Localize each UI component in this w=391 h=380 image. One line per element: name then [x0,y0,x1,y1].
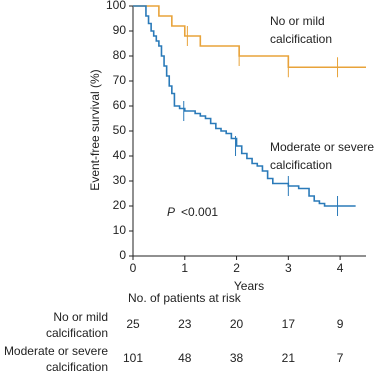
series-label: Moderate or severe [270,140,374,154]
y-tick-label: 80 [113,48,127,62]
y-tick-label: 0 [119,248,126,262]
y-tick-label: 40 [113,148,127,162]
y-tick-label: 50 [113,123,127,137]
risk-value: 21 [282,351,296,365]
y-tick-label: 20 [113,198,127,212]
risk-row-label: calcification [46,326,108,340]
risk-value: 20 [230,317,244,331]
risk-value: 9 [337,317,344,331]
risk-row-label: calcification [46,360,108,374]
y-tick-label: 60 [113,98,127,112]
p-value: <0.001 [181,205,218,219]
risk-value: 38 [230,351,244,365]
risk-value: 23 [178,317,192,331]
survival-curve [133,5,366,69]
risk-title: No. of patients at risk [128,291,242,305]
y-tick-label: 10 [113,223,127,237]
x-tick-label: 4 [337,261,344,275]
risk-value: 17 [282,317,296,331]
x-tick-label: 3 [285,261,292,275]
x-axis-label: Years [234,279,264,293]
y-tick-label: 30 [113,173,127,187]
y-tick-label: 70 [113,73,127,87]
risk-value: 25 [126,317,140,331]
risk-row-label: Moderate or severe [4,344,108,358]
risk-value: 48 [178,351,192,365]
y-tick-label: 100 [106,0,126,12]
survival-curve [133,5,356,207]
series-label: calcification [270,32,332,46]
risk-value: 101 [123,351,143,365]
x-tick-label: 2 [233,261,240,275]
x-tick-label: 1 [181,261,188,275]
series-label: calcification [270,158,332,172]
y-axis-label: Event-free survival (%) [88,69,102,190]
risk-row-label: No or mild [53,310,108,324]
risk-value: 7 [337,351,344,365]
series-label: No or mild [270,14,325,28]
x-tick-label: 0 [130,261,137,275]
y-tick-label: 90 [113,23,127,37]
p-label: P [167,205,175,219]
